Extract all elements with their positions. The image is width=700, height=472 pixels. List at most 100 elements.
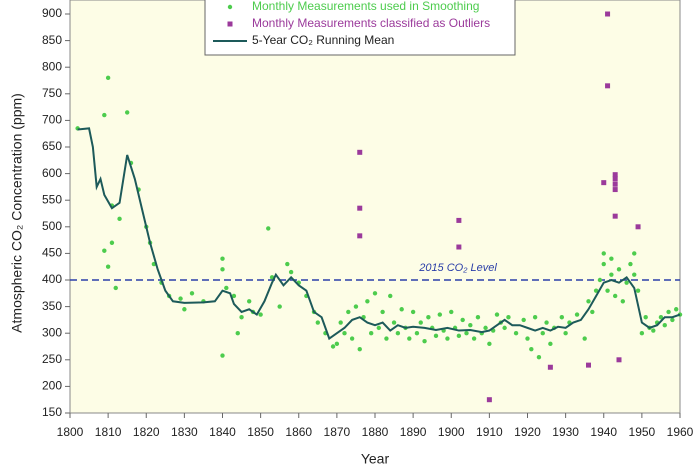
x-tick-label: 1930: [552, 425, 579, 439]
measurement-point: [544, 320, 549, 325]
y-tick-label: 250: [42, 352, 62, 366]
measurement-point: [525, 336, 530, 341]
measurement-point: [368, 331, 374, 336]
measurement-point: [506, 315, 511, 320]
measurement-point: [414, 331, 420, 336]
x-tick-label: 1890: [400, 425, 427, 439]
measurement-point: [643, 315, 648, 320]
outlier-point: [357, 205, 363, 211]
y-tick-label: 450: [42, 246, 62, 260]
outlier-point: [456, 217, 462, 223]
measurement-point: [628, 261, 633, 267]
y-tick-label: 400: [42, 272, 62, 286]
measurement-point: [124, 110, 130, 115]
outlier-point: [601, 180, 607, 186]
outlier-point: [605, 11, 611, 17]
measurement-point: [338, 320, 343, 325]
measurement-point: [220, 353, 225, 358]
running-mean-line: [77, 127, 681, 341]
measurement-point: [513, 331, 519, 336]
outlier-point: [357, 233, 363, 239]
measurement-point: [673, 307, 679, 312]
measurement-point: [532, 315, 538, 320]
measurement-point: [437, 312, 443, 317]
measurement-point: [639, 331, 645, 336]
measurement-point: [395, 331, 401, 336]
measurement-point: [449, 309, 454, 315]
y-tick-label: 800: [42, 59, 62, 73]
x-tick-label: 1810: [95, 425, 122, 439]
measurement-point: [624, 280, 629, 285]
measurement-point: [651, 328, 656, 333]
x-tick-label: 1800: [57, 425, 84, 439]
measurement-point: [612, 293, 618, 299]
measurement-point: [658, 315, 664, 320]
measurement-point: [388, 293, 393, 299]
measurement-point: [418, 320, 423, 325]
measurement-point: [349, 336, 355, 341]
reference-label: 2015 CO₂ Level: [418, 262, 497, 274]
x-tick-label: 1860: [285, 425, 312, 439]
x-tick-label: 1940: [590, 425, 617, 439]
measurement-point: [353, 304, 359, 309]
measurement-point: [590, 309, 595, 315]
measurement-point: [563, 331, 568, 336]
measurement-point: [246, 299, 252, 304]
outlier-point: [586, 362, 591, 368]
measurement-point: [220, 256, 225, 261]
outlier-point: [357, 149, 363, 155]
measurement-point: [330, 344, 336, 349]
measurement-point: [670, 317, 675, 323]
measurement-point: [182, 307, 187, 312]
measurement-point: [433, 333, 439, 339]
legend-symbol: [227, 21, 233, 27]
measurement-point: [407, 336, 412, 341]
measurement-point: [384, 336, 389, 341]
measurement-point: [391, 320, 397, 325]
measurement-point: [220, 267, 225, 272]
measurement-point: [521, 317, 526, 323]
legend-label: 5-Year CO₂ Running Mean: [252, 33, 394, 47]
outlier-point: [612, 172, 618, 178]
measurement-point: [456, 333, 462, 339]
measurement-point: [601, 261, 606, 267]
measurement-point: [597, 277, 603, 283]
measurement-point: [460, 317, 465, 323]
measurement-point: [468, 323, 473, 328]
measurement-point: [574, 312, 580, 317]
measurement-point: [540, 331, 545, 336]
measurement-point: [609, 256, 614, 261]
measurement-point: [666, 309, 671, 315]
legend: Monthly Measurements used in Smoothing Mo…: [204, 0, 516, 56]
measurement-point: [105, 75, 111, 81]
y-tick-label: 500: [42, 219, 62, 233]
measurement-point: [605, 288, 610, 293]
y-tick-label: 600: [42, 166, 62, 180]
measurement-point: [334, 341, 340, 347]
y-tick-label: 850: [42, 33, 62, 47]
x-tick-label: 1850: [247, 425, 274, 439]
y-tick-label: 750: [42, 86, 62, 100]
y-axis-label: Atmospheric CO₂ Concentration (ppm): [9, 93, 25, 333]
y-tick-label: 700: [42, 113, 62, 127]
y-tick-label: 350: [42, 299, 62, 313]
measurement-point: [277, 304, 282, 309]
measurement-point: [266, 226, 271, 231]
outlier-point: [635, 224, 641, 230]
measurement-point: [536, 354, 542, 360]
measurement-point: [422, 338, 427, 344]
measurement-point: [239, 315, 244, 320]
measurement-point: [109, 240, 115, 245]
measurement-point: [494, 312, 500, 317]
measurement-point: [224, 285, 229, 291]
measurement-point: [475, 315, 481, 320]
outlier-point: [605, 83, 611, 89]
legend-box: [204, 0, 516, 56]
x-tick-label: 1840: [209, 425, 236, 439]
y-tick-label: 550: [42, 192, 62, 206]
y-tick-label: 150: [42, 405, 62, 419]
measurement-point: [601, 251, 606, 256]
y-tick-label: 650: [42, 139, 62, 153]
